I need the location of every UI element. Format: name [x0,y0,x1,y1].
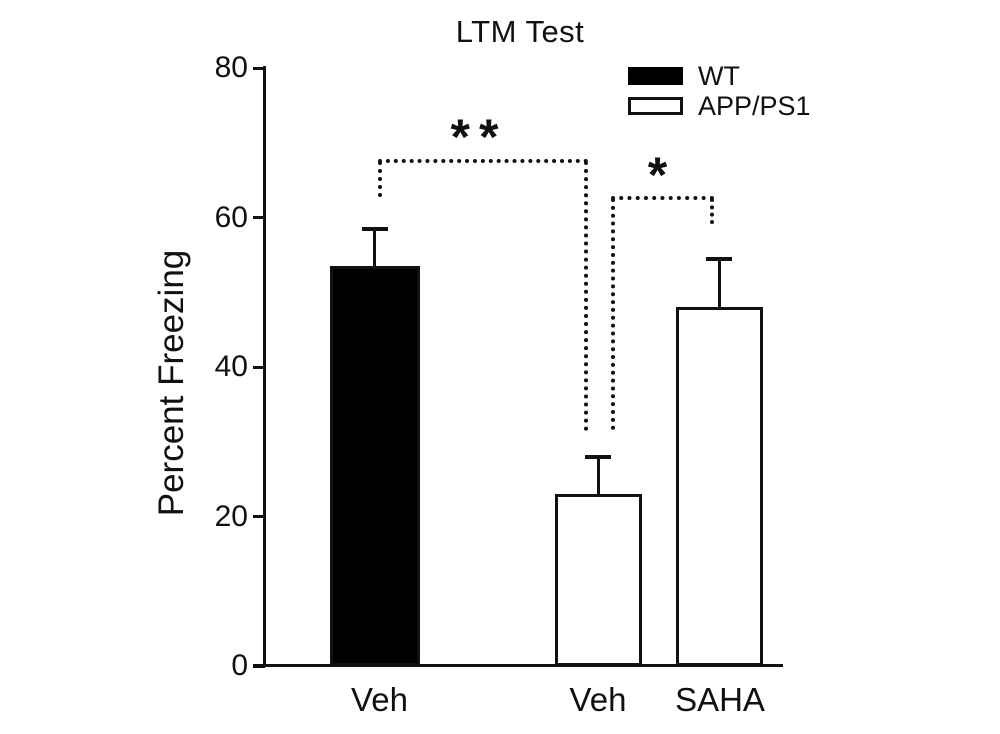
chart-title: LTM Test [455,14,585,49]
legend-item-wt: WT [628,61,811,91]
y-tick-mark-40 [253,365,265,369]
significance-bracket-1-horizontal [378,159,588,163]
significance-bracket-2-left-leg [611,198,615,430]
legend-swatch-wt [628,67,683,85]
legend-item-appps1: APP/PS1 [628,91,811,121]
y-tick-mark-80 [253,66,265,70]
y-tick-label-80: 80 [214,51,248,84]
significance-bracket-1-left-leg [378,161,382,197]
y-tick-label-60: 60 [214,200,248,234]
bar-appps1-veh [555,494,642,666]
bar-appps1-saha [676,307,763,666]
significance-bracket-2-horizontal [611,196,714,200]
significance-label-double-asterisk: ** [450,109,508,165]
legend-label-wt: WT [698,61,740,91]
x-axis-line [253,664,783,667]
error-bar-cap-appps1-saha [706,256,732,261]
significance-label-asterisk: * [647,147,668,203]
y-axis-label: Percent Freezing [152,249,191,517]
y-tick-mark-0 [253,664,265,668]
y-tick-mark-60 [253,216,265,219]
y-tick-label-20: 20 [214,499,248,533]
error-bar-cap-wt-veh [362,226,388,231]
y-tick-label-0: 0 [231,649,248,682]
error-bar-stem-appps1-saha [718,258,721,308]
error-bar-cap-appps1-veh [585,454,611,459]
y-tick-mark-20 [253,515,265,518]
legend-label-appps1: APP/PS1 [698,91,811,121]
legend-swatch-appps1 [628,97,683,115]
error-bar-stem-appps1-veh [597,456,600,495]
x-category-label-veh-wt: Veh [351,681,408,718]
significance-bracket-2-right-leg [710,198,714,224]
y-tick-label-40: 40 [214,350,248,383]
x-category-label-saha: SAHA [675,681,765,718]
error-bar-stem-wt-veh [373,228,376,267]
significance-bracket-1-right-leg [584,161,588,431]
legend: WT APP/PS1 [628,61,811,126]
bar-wt-veh [330,266,420,666]
x-category-label-veh-appps1: Veh [569,681,627,718]
